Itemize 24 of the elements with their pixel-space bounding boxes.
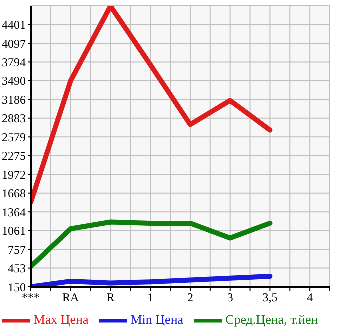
x-tick-label: RA <box>62 290 80 305</box>
y-tick-label: 3186 <box>2 92 26 107</box>
y-tick-label: 453 <box>8 262 26 276</box>
x-tick-label: 3 <box>227 290 234 305</box>
y-tick-label: 1061 <box>2 224 26 238</box>
x-tick-label: 3,5 <box>262 290 278 305</box>
y-tick-label: 1972 <box>2 168 26 182</box>
y-tick-label: 4401 <box>2 18 26 32</box>
x-tick-label: 1 <box>148 290 154 305</box>
y-tick-label: 1364 <box>2 205 26 220</box>
y-tick-label: 2579 <box>2 130 26 144</box>
x-tick-label: R <box>106 290 115 305</box>
y-tick-label: 757 <box>8 242 26 257</box>
x-tick-label: 2 <box>187 290 194 305</box>
y-tick-label: 3490 <box>2 74 26 88</box>
y-tick-label: 2275 <box>2 149 26 164</box>
y-tick-label: 3794 <box>2 55 26 70</box>
legend-label: Max Цена <box>34 312 89 327</box>
x-tick-label: 4 <box>307 290 314 305</box>
y-tick-label: 2883 <box>2 112 26 126</box>
y-tick-label: 1668 <box>2 186 26 201</box>
legend-label: Min Цена <box>130 312 184 327</box>
y-tick-label: 4097 <box>2 36 26 51</box>
legend-label: Сред.Цена, т.йен <box>226 312 318 327</box>
